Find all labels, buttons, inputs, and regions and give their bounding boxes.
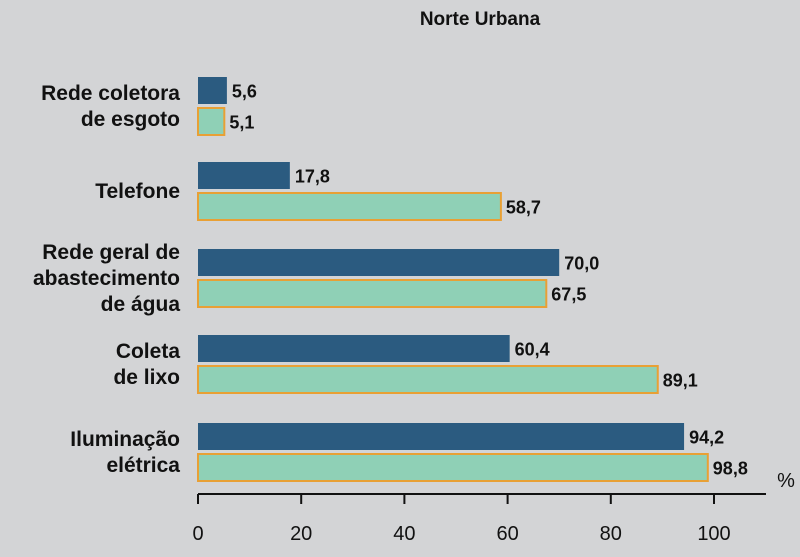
value-label-s2-c4: 89,1 xyxy=(663,371,698,391)
category-label-1-line-1: Rede coletora xyxy=(41,82,180,105)
bar-s2-c3 xyxy=(197,279,548,308)
category-label-4: Coleta de lixo xyxy=(113,340,180,389)
category-label-3: Rede geral de abastecimento de água xyxy=(33,241,180,316)
category-label-4-line-1: Coleta xyxy=(116,340,181,363)
bar-s1-c4 xyxy=(198,335,510,362)
value-label-s1-c2: 17,8 xyxy=(295,167,330,187)
x-tick-label-60: 60 xyxy=(496,523,518,545)
bar-s2-c2 xyxy=(197,192,502,221)
bars-layer xyxy=(197,77,709,482)
value-label-s1-c4: 60,4 xyxy=(515,340,550,360)
value-label-s2-c3: 67,5 xyxy=(551,285,586,305)
x-axis: 0 20 40 60 80 100 xyxy=(192,493,766,545)
bar-s1-c5 xyxy=(198,423,685,450)
bar-s1-c3 xyxy=(198,249,560,276)
bar-s2-c4 xyxy=(197,365,659,394)
x-tick-label-20: 20 xyxy=(290,523,312,545)
value-label-s1-c5: 94,2 xyxy=(689,428,724,448)
category-label-2-line-1: Telefone xyxy=(95,180,180,203)
category-label-3-line-2: abastecimento xyxy=(33,267,180,290)
chart-title: Norte Urbana xyxy=(420,9,541,30)
value-label-s2-c2: 58,7 xyxy=(506,198,541,218)
category-label-5-line-1: Iluminação xyxy=(70,428,180,451)
x-tick-label-100: 100 xyxy=(697,523,730,545)
category-label-2: Telefone xyxy=(95,180,180,203)
category-label-1: Rede coletora de esgoto xyxy=(41,82,180,131)
bar-s2-c1 xyxy=(197,107,226,136)
category-label-4-line-2: de lixo xyxy=(113,366,180,389)
x-tick-label-80: 80 xyxy=(600,523,622,545)
unit-label: % xyxy=(777,470,795,492)
value-label-s2-c1: 5,1 xyxy=(229,113,254,133)
category-label-3-line-1: Rede geral de xyxy=(42,241,180,264)
category-label-5-line-2: elétrica xyxy=(106,454,180,477)
category-label-5: Iluminação elétrica xyxy=(70,428,180,477)
value-label-s2-c5: 98,8 xyxy=(713,459,748,479)
category-label-3-line-3: de água xyxy=(101,293,181,316)
bar-s1-c1 xyxy=(198,77,227,104)
bar-s1-c2 xyxy=(198,162,290,189)
category-label-1-line-2: de esgoto xyxy=(81,108,180,131)
value-label-s1-c3: 70,0 xyxy=(564,254,599,274)
x-tick-label-0: 0 xyxy=(192,523,203,545)
bar-s2-c5 xyxy=(197,453,709,482)
labels-layer: 5,6 5,1 Rede coletora de esgoto 17,8 58,7 Tele… xyxy=(33,82,748,479)
x-tick-label-40: 40 xyxy=(393,523,415,545)
value-label-s1-c1: 5,6 xyxy=(232,82,257,102)
